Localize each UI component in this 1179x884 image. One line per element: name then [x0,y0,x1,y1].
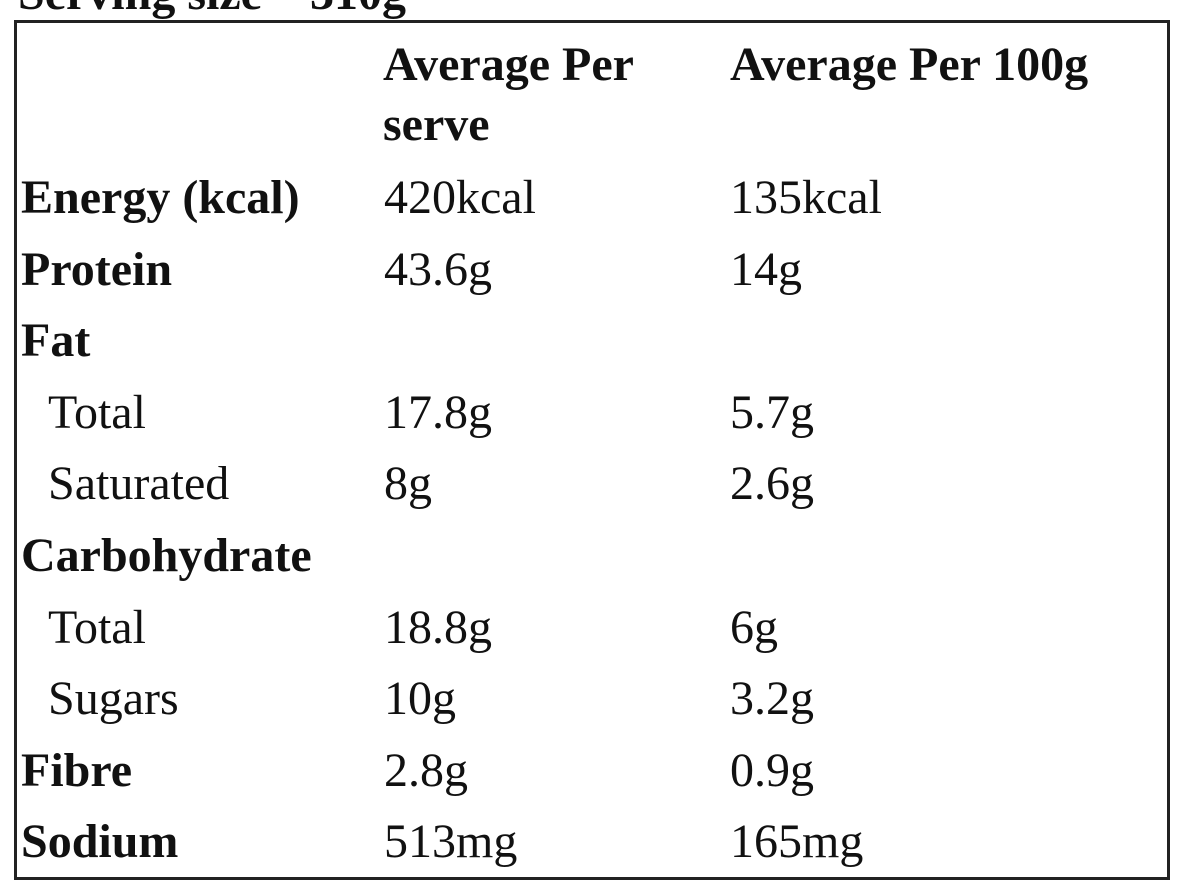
value: 8g [384,457,432,511]
value: 10g [384,672,456,726]
value: 5.7g [730,385,814,439]
column-header: Average Per serve [383,38,634,151]
value: 43.6g [384,242,492,296]
row-label: Sodium [21,815,179,869]
value: 6g [730,600,778,654]
sub-row-label: Total [48,600,146,654]
value: 165mg [730,815,864,869]
value: 14g [730,242,802,296]
value: 513mg [384,815,518,869]
row-label: Carbohydrate [21,529,312,582]
value: 2.8g [384,743,468,797]
value: 135kcal [730,171,882,224]
row-label: Fibre [21,743,133,797]
row-label: Protein [21,242,173,296]
sub-row-label: Total [48,385,146,439]
value: 420kcal [384,171,536,224]
row-label: Energy (kcal) [21,171,300,224]
value: 17.8g [384,385,492,439]
value: 3.2g [730,672,814,726]
sub-row-label: Sugars [48,672,179,726]
value: 18.8g [384,600,492,654]
value: 2.6g [730,457,814,511]
value: 0.9g [730,743,814,797]
column-header: Average Per 100g [730,38,1089,91]
row-label: Fat [21,314,91,368]
nutrition-table: Average Per serve Average Per 100g Energ… [14,20,1170,880]
sub-row-label: Saturated [48,457,230,511]
serving-size: Serving size – 310g [18,0,406,22]
